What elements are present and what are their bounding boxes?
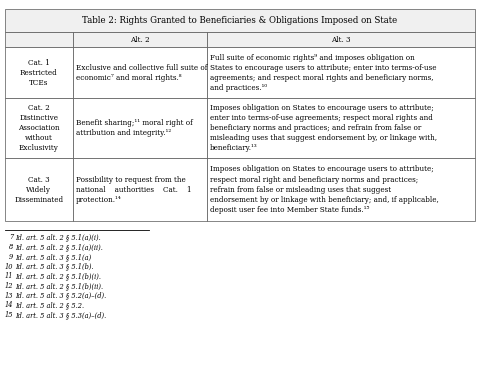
Text: Id. art. 5 alt. 3 § 5.1(b).: Id. art. 5 alt. 3 § 5.1(b).: [15, 263, 94, 270]
Bar: [5, 32, 73, 47]
Text: 8: 8: [9, 243, 13, 251]
Bar: [73, 32, 207, 47]
Text: 15: 15: [5, 311, 13, 319]
Text: Id. art. 5 alt. 2 § 5.1(a)(i).: Id. art. 5 alt. 2 § 5.1(a)(i).: [15, 233, 101, 241]
Text: Id. art. 5 alt. 2 § 5.2.: Id. art. 5 alt. 2 § 5.2.: [15, 301, 84, 309]
Bar: [5, 98, 73, 158]
Text: Full suite of economic rights⁹ and imposes obligation on
States to encourage use: Full suite of economic rights⁹ and impos…: [210, 53, 436, 92]
Text: Table 2: Rights Granted to Beneficiaries & Obligations Imposed on State: Table 2: Rights Granted to Beneficiaries…: [83, 16, 397, 25]
Text: Id. art. 5 alt. 3 § 5.1(a): Id. art. 5 alt. 3 § 5.1(a): [15, 253, 92, 261]
Bar: [73, 158, 207, 221]
Text: Possibility to request from the
national    authorities    Cat.    1
protection.: Possibility to request from the national…: [76, 175, 192, 204]
Text: Imposes obligation on States to encourage users to attribute;
respect moral righ: Imposes obligation on States to encourag…: [210, 165, 439, 214]
Bar: [5, 158, 73, 221]
Bar: [207, 98, 475, 158]
Bar: [207, 32, 475, 47]
Bar: [207, 158, 475, 221]
Text: Cat. 3
Widely
Disseminated: Cat. 3 Widely Disseminated: [14, 175, 63, 204]
Text: Benefit sharing;¹¹ moral right of
attribution and integrity.¹²: Benefit sharing;¹¹ moral right of attrib…: [76, 119, 192, 137]
Text: Cat. 1
Restricted
TCEs: Cat. 1 Restricted TCEs: [20, 59, 58, 87]
Text: Cat. 2
Distinctive
Association
without
Exclusivity: Cat. 2 Distinctive Association without E…: [18, 104, 60, 152]
Text: Id. art. 5 alt. 3 § 5.2(a)–(d).: Id. art. 5 alt. 3 § 5.2(a)–(d).: [15, 292, 107, 300]
Bar: [73, 47, 207, 98]
Bar: [5, 47, 73, 98]
Text: 12: 12: [5, 282, 13, 290]
Text: 13: 13: [5, 292, 13, 300]
Text: Id. art. 5 alt. 3 § 5.3(a)–(d).: Id. art. 5 alt. 3 § 5.3(a)–(d).: [15, 311, 107, 319]
Text: Exclusive and collective full suite of
economic⁷ and moral rights.⁸: Exclusive and collective full suite of e…: [76, 64, 207, 82]
Text: Alt. 2: Alt. 2: [130, 36, 150, 44]
Bar: [73, 98, 207, 158]
Text: Id. art. 5 alt. 2 § 5.1(a)(ii).: Id. art. 5 alt. 2 § 5.1(a)(ii).: [15, 243, 103, 251]
Text: 7: 7: [9, 233, 13, 241]
Text: Imposes obligation on States to encourage users to attribute;
enter into terms-o: Imposes obligation on States to encourag…: [210, 104, 437, 152]
Text: 9: 9: [9, 253, 13, 261]
Text: 10: 10: [5, 263, 13, 270]
Text: Id. art. 5 alt. 2 § 5.1(b)(ii).: Id. art. 5 alt. 2 § 5.1(b)(ii).: [15, 282, 104, 290]
Text: 14: 14: [5, 301, 13, 309]
Text: Id. art. 5 alt. 2 § 5.1(b)(i).: Id. art. 5 alt. 2 § 5.1(b)(i).: [15, 272, 101, 280]
Bar: [207, 47, 475, 98]
Text: Alt. 3: Alt. 3: [331, 36, 351, 44]
Text: 11: 11: [5, 272, 13, 280]
Bar: [5, 9, 475, 32]
